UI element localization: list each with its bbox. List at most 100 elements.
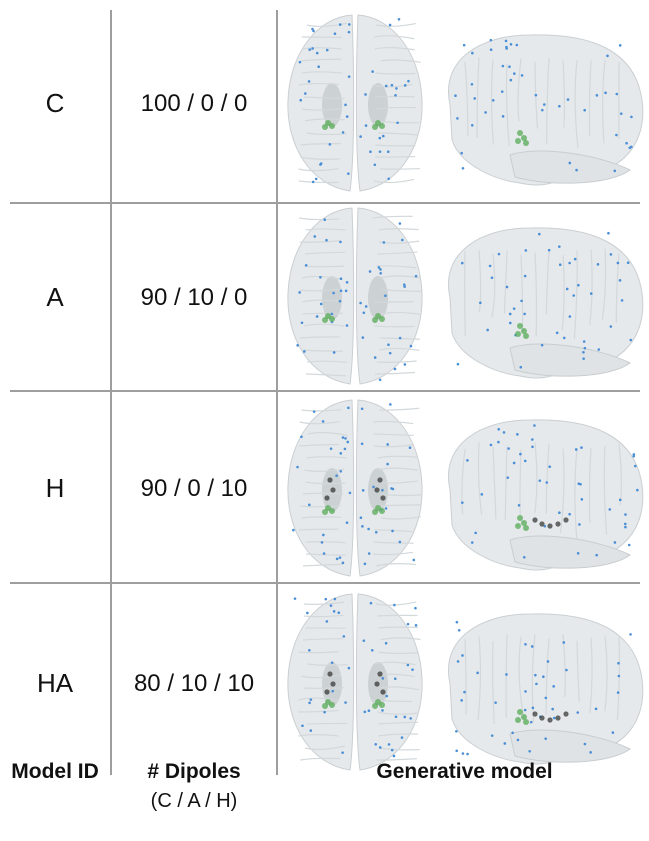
- cortical-dipole: [597, 348, 601, 351]
- subcortical-region: [368, 83, 388, 127]
- cortical-dipole: [589, 751, 592, 754]
- gyrus-line: [378, 686, 419, 691]
- cortical-dipole: [503, 742, 507, 745]
- amygdala-dipole: [379, 508, 385, 514]
- cortical-dipole: [319, 302, 323, 306]
- model-id-cell: H: [45, 473, 65, 503]
- gyrus-line: [306, 22, 348, 27]
- gyrus-line: [477, 636, 482, 721]
- gyrus-line: [298, 709, 339, 713]
- gyrus-line: [300, 58, 342, 62]
- cortical-dipole: [488, 264, 492, 268]
- brain-lateral: [448, 227, 644, 379]
- cortical-dipole: [359, 135, 362, 138]
- sagittal-brain-view: [448, 613, 644, 765]
- cortical-dipole: [531, 706, 535, 710]
- hippocampal-dipole: [374, 487, 380, 493]
- gyrus-line: [300, 156, 341, 160]
- gyrus-line: [374, 47, 415, 51]
- cortical-dipole: [515, 43, 519, 47]
- gyrus-line: [461, 448, 466, 515]
- cortical-dipole: [384, 294, 387, 298]
- cortical-dipole: [311, 27, 314, 31]
- cortical-dipole: [596, 263, 600, 266]
- cortical-dipole: [330, 312, 334, 316]
- amygdala-dipole: [515, 717, 521, 723]
- cortical-dipole: [364, 93, 367, 96]
- cortical-dipole: [505, 673, 508, 676]
- gyrus-line: [304, 118, 345, 122]
- cortical-dipole: [344, 103, 347, 107]
- gyrus-line: [375, 106, 416, 110]
- cortical-dipole: [345, 521, 349, 524]
- gyrus-line: [303, 492, 344, 495]
- cortical-dipole: [319, 275, 322, 279]
- cortical-dipole: [381, 709, 384, 712]
- hippocampal-dipole: [374, 681, 380, 687]
- cortical-dipole: [409, 344, 413, 348]
- cortical-dipole: [461, 752, 465, 755]
- generative-model-brains: [287, 14, 644, 192]
- cortical-dipole: [577, 482, 581, 486]
- cortical-dipole: [555, 331, 559, 335]
- gyrus-line: [305, 228, 346, 231]
- amygdala-dipole: [517, 709, 523, 715]
- cortical-dipole: [314, 177, 318, 181]
- gyrus-line: [561, 255, 565, 331]
- cortical-dipole: [389, 403, 392, 406]
- footer-dipoles-sub: (C / A / H): [150, 790, 238, 812]
- cortical-dipole: [382, 241, 386, 244]
- cortical-dipole: [335, 474, 338, 478]
- right-hemisphere: [355, 399, 423, 577]
- cortical-dipole: [347, 75, 351, 78]
- cortical-dipole: [345, 324, 349, 327]
- cortical-dipole: [628, 146, 632, 150]
- gyrus-line: [477, 442, 483, 516]
- left-hemisphere: [287, 207, 355, 385]
- gyrus-line: [298, 697, 339, 702]
- gyrus-line: [301, 275, 342, 280]
- cortical-dipole: [520, 74, 524, 77]
- dipoles-cell: 80 / 10 / 10: [133, 670, 255, 697]
- amygdala-dipole: [322, 509, 328, 515]
- row-divider-2: [10, 390, 640, 392]
- cortical-dipole: [378, 150, 382, 153]
- cortical-dipole: [551, 707, 554, 711]
- cortical-dipole: [595, 553, 598, 557]
- cortical-dipole: [455, 749, 458, 753]
- hippocampal-dipole: [539, 715, 545, 721]
- gyrus-line: [375, 562, 417, 567]
- cortical-dipole: [460, 261, 464, 265]
- gyrus-line: [298, 443, 339, 447]
- cortical-dipole: [613, 169, 617, 173]
- cortical-dipole: [624, 513, 627, 516]
- cortical-dipole: [344, 437, 347, 440]
- cortical-dipole: [411, 668, 414, 671]
- cortical-dipole: [323, 710, 326, 714]
- hippocampal-dipole: [324, 689, 330, 695]
- gyrus-line: [464, 639, 467, 715]
- cortical-dipole: [609, 325, 613, 328]
- gyrus-line: [301, 408, 342, 412]
- gyrus-line: [307, 663, 348, 666]
- amygdala-dipole: [521, 714, 527, 720]
- amygdala-dipole: [515, 523, 521, 529]
- cortical-dipole: [506, 476, 510, 479]
- cortical-dipole: [500, 90, 504, 93]
- gyrus-line: [464, 61, 469, 137]
- gyrus-line: [378, 228, 419, 231]
- cortical-dipole: [576, 711, 580, 714]
- cortical-dipole: [572, 294, 576, 297]
- cortical-dipole: [325, 48, 329, 52]
- gyrus-line: [576, 640, 580, 702]
- gyrus-line: [503, 250, 508, 314]
- cortical-dipole: [363, 562, 367, 566]
- cortical-dipole: [398, 222, 402, 225]
- cortical-dipole: [304, 92, 307, 95]
- cortical-dipole: [517, 504, 521, 507]
- gyrus-line: [377, 626, 419, 629]
- gyrus-line: [377, 733, 418, 737]
- cortical-dipole: [390, 83, 394, 87]
- cortical-dipole: [329, 447, 333, 450]
- cortical-dipole: [455, 620, 459, 624]
